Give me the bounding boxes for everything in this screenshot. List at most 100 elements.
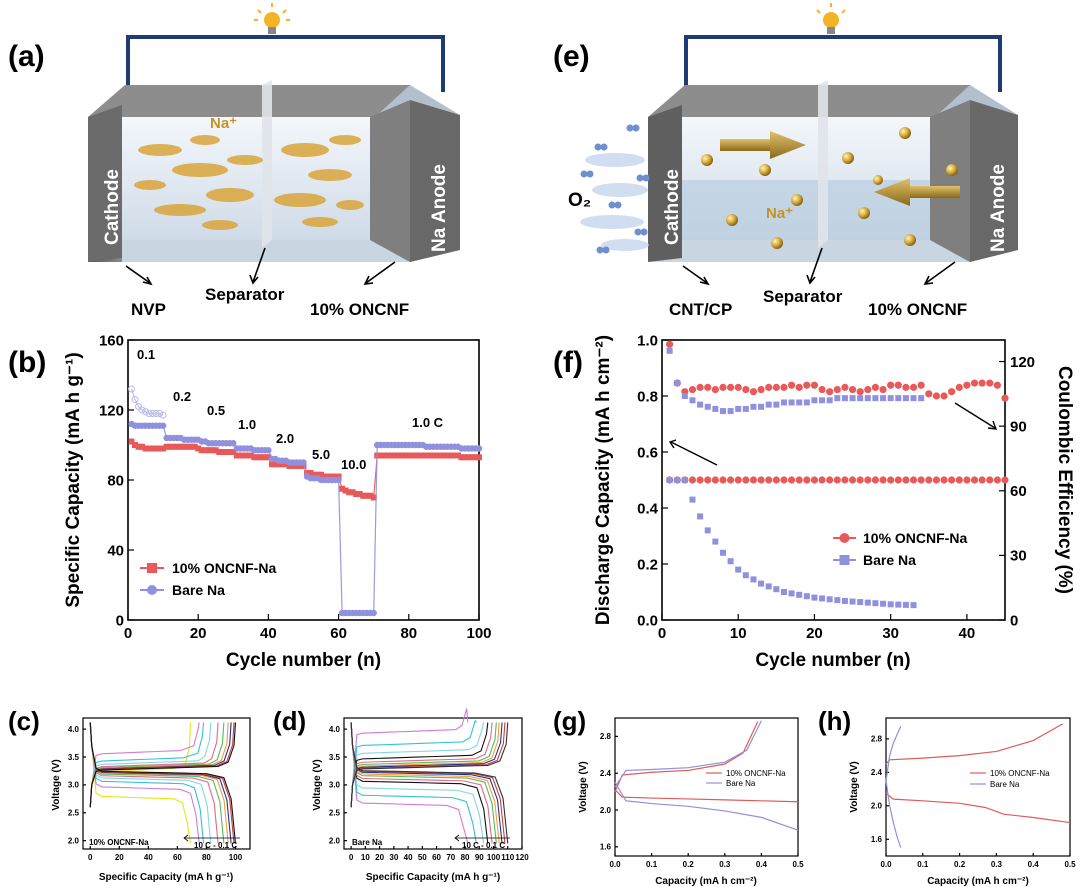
separator-label-a: Separator	[205, 285, 285, 304]
data-point-oncnf	[146, 445, 153, 452]
legend-label: Bare Na	[172, 582, 225, 598]
y-tick-label: 40	[107, 542, 124, 559]
ce-point-bare	[681, 393, 688, 399]
ce-point-oncnf	[879, 385, 887, 394]
x-tick-label: 0	[124, 625, 132, 642]
data-point-oncnf	[377, 452, 384, 459]
ce-point-bare	[910, 395, 917, 402]
y-right-tick-label: 120	[1010, 354, 1035, 371]
chart-c: (c) 0 20 40 60 80 100 2.0 2.5 3.0 3.5 4.0 Specific…	[8, 706, 251, 883]
ce-point-bare	[780, 399, 787, 406]
data-point-oncnf	[346, 489, 353, 496]
capacity-point-bare	[803, 593, 810, 600]
legend-marker	[839, 555, 850, 565]
ce-point-oncnf	[803, 381, 811, 389]
capacity-point-oncnf	[925, 476, 933, 484]
data-point-oncnf	[370, 494, 377, 501]
cathode-material-e: CNT/CP	[669, 300, 732, 319]
ce-point-bare	[750, 403, 757, 410]
chart-b: (b) 0 20 40 60 80 100 0 40 80 120 160 Cycle number…	[8, 332, 492, 671]
x-tick-label: 0.4	[1028, 860, 1040, 869]
rate-label: 0.2	[173, 389, 191, 404]
capacity-point-bare	[849, 598, 856, 605]
ce-point-bare	[697, 401, 704, 408]
anode-wall-e	[970, 100, 1018, 262]
y-tick-label: 3.0	[329, 781, 341, 790]
capacity-point-oncnf	[742, 476, 750, 484]
capacity-point-oncnf	[727, 476, 735, 484]
capacity-point-oncnf	[955, 476, 963, 484]
data-point-oncnf	[416, 452, 423, 459]
data-point-oncnf	[251, 454, 258, 461]
data-point-oncnf	[139, 443, 146, 450]
data-point-oncnf	[293, 463, 300, 469]
data-point-oncnf	[300, 463, 307, 469]
capacity-point-bare	[674, 477, 681, 483]
y-tick-label: 0.8	[637, 388, 658, 405]
data-point-bare-charge	[152, 410, 160, 417]
data-point-oncnf	[132, 442, 139, 448]
ce-point-bare	[803, 399, 810, 406]
data-point-oncnf	[423, 452, 430, 459]
capacity-point-oncnf	[963, 476, 971, 484]
y-tick-label: 2.0	[329, 836, 341, 845]
charge-curve	[350, 722, 493, 808]
y-tick-label: 80	[107, 472, 124, 489]
x-tick-label: 110	[501, 853, 514, 862]
data-point-oncnf	[419, 452, 426, 459]
plot-frame-g	[614, 717, 799, 857]
anode-label-e: Na Anode	[988, 164, 1009, 252]
ce-point-oncnf	[711, 385, 719, 394]
ce-point-oncnf	[948, 388, 956, 396]
panel-label-g: (g)	[553, 706, 586, 736]
schematic-e: (e) Na⁺ Cathode Na Anode	[553, 3, 1018, 319]
capacity-point-bare	[895, 601, 902, 608]
capacity-point-oncnf	[986, 476, 994, 484]
charge-curve	[885, 723, 1063, 765]
axis-pointer-arrows-f	[668, 402, 998, 466]
x-tick-label: 0.3	[991, 860, 1003, 869]
x-axis-label-c: Specific Capacity (mA h g⁻¹)	[99, 872, 233, 883]
y-tick-label: 3.5	[68, 753, 80, 762]
data-point-oncnf	[216, 449, 223, 455]
discharge-curve	[350, 722, 493, 844]
x-tick-label: 80	[202, 853, 211, 862]
x-tick-label: 30	[882, 625, 899, 642]
data-point-oncnf	[335, 473, 342, 480]
separator-label-e: Separator	[763, 287, 843, 306]
y-tick-label: 1.6	[600, 843, 612, 852]
data-point-oncnf	[444, 452, 451, 459]
x-tick-label: 120	[515, 853, 529, 862]
data-point-oncnf	[282, 461, 289, 468]
discharge-curve	[350, 722, 503, 844]
capacity-point-bare	[811, 594, 818, 601]
x-tick-label: 0.3	[719, 860, 731, 869]
data-point-oncnf	[279, 461, 286, 468]
pointer-arrows-a	[125, 247, 396, 286]
data-point-oncnf	[272, 461, 279, 468]
data-point-oncnf	[128, 438, 135, 445]
rate-label: 1.0 C	[412, 415, 444, 430]
rate-label: 0.1	[137, 347, 155, 362]
charge-curve	[350, 719, 477, 808]
data-point-oncnf	[170, 443, 177, 450]
capacity-point-bare	[719, 549, 726, 556]
charge-curve	[350, 722, 500, 808]
discharge-curve	[350, 722, 509, 844]
data-point-oncnf	[212, 447, 219, 454]
legend-f: 10% ONCNF-Na Bare Na	[833, 530, 967, 568]
capacity-point-oncnf	[719, 476, 727, 484]
ce-point-bare	[819, 397, 826, 404]
data-point-oncnf	[149, 445, 156, 452]
data-point-oncnf	[476, 454, 482, 461]
data-point-oncnf	[447, 452, 454, 459]
data-point-oncnf	[398, 452, 405, 459]
data-point-oncnf	[181, 443, 188, 450]
panel-label-c: (c)	[8, 706, 40, 736]
capacity-point-bare	[788, 590, 795, 597]
y-tick-label: 1.0	[637, 332, 658, 349]
data-point-oncnf	[328, 473, 335, 480]
data-point-oncnf	[198, 447, 205, 454]
y-tick-label: 3.5	[329, 753, 341, 762]
rate-label: 2.0	[276, 431, 294, 446]
